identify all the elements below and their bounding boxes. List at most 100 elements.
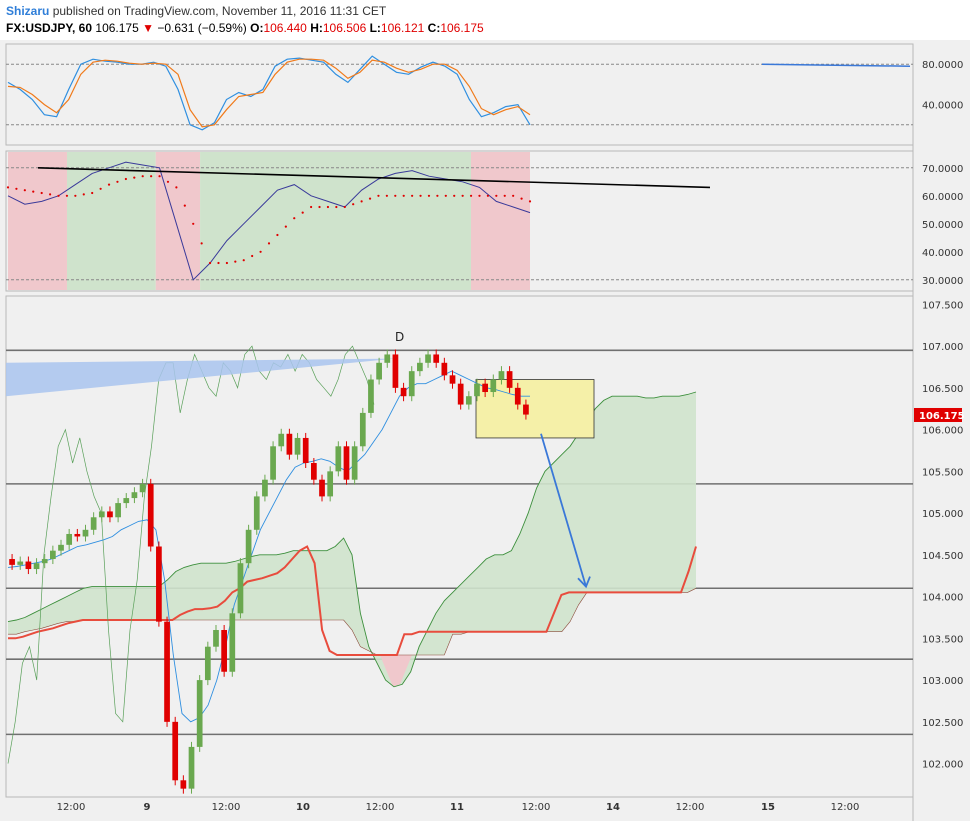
psar-dot (32, 190, 35, 193)
time-tick-label: 12:00 (831, 802, 860, 813)
price-tick-label: 106.500 (922, 384, 963, 395)
psar-dot (133, 176, 136, 179)
rsi-tick-label: 30.0000 (922, 276, 963, 287)
candle-body (425, 354, 431, 363)
rsi-tick-label: 50.0000 (922, 220, 963, 231)
price-tick-label: 102.500 (922, 718, 963, 729)
candle-body (262, 479, 268, 497)
candle-body (188, 746, 195, 789)
psar-dot (158, 175, 161, 178)
candle-body (156, 546, 162, 622)
psar-dot (436, 194, 439, 197)
candle-body (457, 383, 464, 405)
psar-dot (444, 194, 447, 197)
psar-dot (309, 205, 313, 209)
candle-body (9, 559, 15, 565)
current-price-label: 106.175 (919, 411, 965, 422)
time-tick-label: 12:00 (212, 802, 241, 813)
stochastic-pane (5, 43, 914, 146)
price-chart: D (6, 330, 913, 794)
price-tick-label: 104.500 (922, 551, 963, 562)
price-tick-label: 103.500 (922, 634, 963, 645)
rsi-zone-green (66, 152, 156, 290)
candle-body (204, 646, 211, 681)
low-value: 106.121 (380, 21, 425, 35)
author-link[interactable]: Shizaru (6, 4, 50, 18)
rsi-indicator: 70.0000 60.0000 50.0000 40.0000 30.0000 (6, 152, 963, 290)
psar-dot (402, 194, 405, 197)
candle-body (433, 354, 440, 363)
candle-body (311, 463, 317, 480)
candle-body (229, 613, 236, 672)
candle-body (25, 561, 32, 570)
candle-body (115, 503, 121, 518)
psar-dot (124, 177, 127, 181)
candle-body (482, 383, 488, 393)
candle-body (343, 446, 350, 480)
rsi-zone-red (471, 152, 530, 290)
psar-dot (478, 194, 481, 197)
psar-dot (318, 205, 321, 209)
psar-dot (368, 197, 372, 200)
candle-body (319, 479, 325, 497)
candle-body (131, 492, 138, 499)
psar-dot (192, 222, 195, 225)
candle-body (335, 446, 342, 472)
candle-body (270, 446, 276, 480)
candle-body (384, 354, 391, 363)
time-tick-label: 9 (144, 802, 151, 813)
psar-dot (99, 187, 102, 190)
psar-dot (6, 186, 10, 189)
high-label: H: (310, 21, 323, 35)
psar-dot (486, 194, 490, 197)
candle-body (41, 559, 48, 564)
psar-dot (377, 194, 380, 197)
psar-dot (335, 205, 338, 209)
time-tick-label: 10 (296, 802, 310, 813)
candle-body (474, 383, 480, 397)
candle-body (523, 404, 529, 415)
candle-body (164, 621, 170, 722)
candle-body (107, 511, 113, 518)
psar-dot (267, 242, 271, 245)
candle-body (286, 433, 293, 455)
candle-body (449, 375, 456, 384)
last-price: 106.175 (95, 21, 139, 35)
psar-dot (284, 225, 287, 228)
candle-body (58, 544, 64, 551)
candle-body (180, 780, 187, 789)
candle-body (66, 533, 73, 545)
candle-body (368, 379, 374, 413)
price-tick-label: 107.000 (922, 342, 963, 353)
rsi-trendline (37, 167, 711, 189)
psar-dot (259, 250, 262, 253)
rsi-zone-green (200, 152, 472, 290)
psar-dot (40, 191, 43, 195)
psar-dot (427, 194, 431, 197)
psar-dot (23, 189, 26, 192)
candle-body (294, 437, 301, 455)
stoch-tick-label: 80.0000 (922, 60, 963, 71)
candle-body (465, 396, 472, 405)
psar-dot (183, 204, 186, 207)
candle-body (98, 511, 105, 518)
psar-dot (385, 194, 388, 197)
candle-body (196, 680, 203, 747)
psar-dot (343, 205, 346, 209)
chart-canvas[interactable]: 80.0000 40.0000 70.0000 60.0000 50.0000 40.0… (0, 40, 970, 821)
candle-body (82, 529, 89, 537)
stoch-trendline (761, 63, 911, 67)
ichimoku-cloud-bearish (380, 655, 412, 687)
candle-body (302, 437, 309, 463)
psar-dot (301, 211, 304, 214)
chart-header: Shizaru published on TradingView.com, No… (0, 0, 970, 40)
candle-body (213, 630, 219, 647)
psar-dot (352, 203, 355, 206)
time-tick-label: 15 (761, 802, 775, 813)
close-label: C: (427, 21, 441, 35)
candle-body (441, 362, 448, 376)
candle-body (74, 533, 81, 537)
psar-dot (175, 186, 178, 189)
price-axis: 107.500 107.000 106.500 106.000 105.500 105.0… (914, 300, 965, 771)
open-label: O: (250, 21, 264, 35)
